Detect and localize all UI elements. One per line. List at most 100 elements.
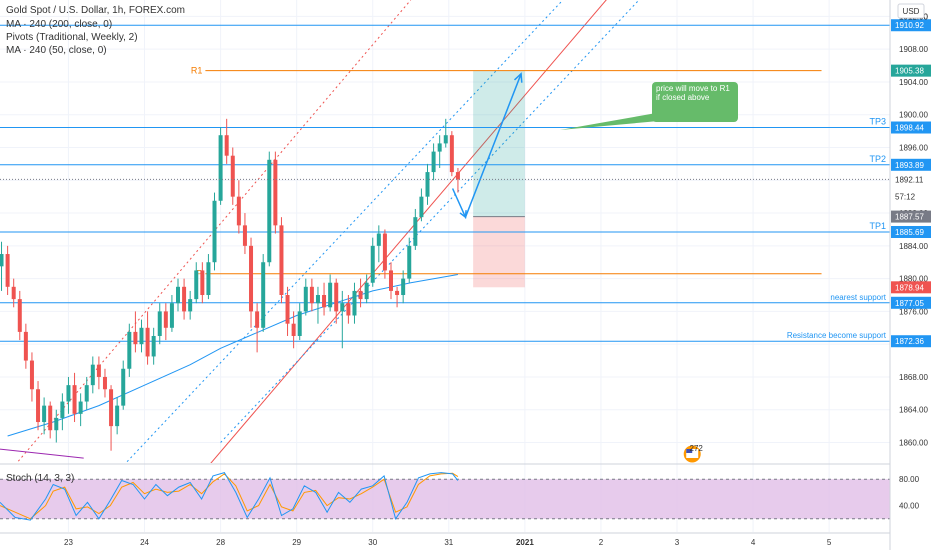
candle xyxy=(437,135,442,168)
candle xyxy=(322,282,327,316)
long-position-tool[interactable] xyxy=(473,70,525,288)
candle-body xyxy=(388,270,393,291)
channel-line xyxy=(125,0,564,463)
horizontal-levels[interactable]: TP3 TP2 TP1 nearest support Resistance becom… xyxy=(0,24,890,342)
candle xyxy=(218,127,223,205)
price-tick-label: 1876.00 xyxy=(899,307,928,316)
candle-body xyxy=(42,405,47,423)
candle xyxy=(200,262,205,304)
candle-body xyxy=(261,262,266,328)
candle-body xyxy=(0,254,4,267)
candle xyxy=(96,356,101,390)
candle-body xyxy=(364,282,369,300)
price-tick-label: 1884.00 xyxy=(899,242,928,251)
candle-body xyxy=(309,286,314,304)
candle-body xyxy=(419,196,424,218)
candle xyxy=(29,352,34,402)
level-price-tag-bg xyxy=(891,19,931,32)
candle xyxy=(133,311,138,353)
candle xyxy=(291,311,296,349)
candle xyxy=(334,278,339,324)
projection-arrow[interactable] xyxy=(451,72,523,220)
candle xyxy=(364,274,369,304)
price-tick-label: 1868.00 xyxy=(899,373,928,382)
price-tick-label: 1908.00 xyxy=(899,45,928,54)
candle xyxy=(401,270,406,304)
stoch-tick-label: 80.00 xyxy=(899,475,920,484)
pivot-label: R1 xyxy=(191,66,203,76)
event-count: 272 xyxy=(690,444,704,453)
candle-body xyxy=(48,405,53,431)
candle xyxy=(388,262,393,300)
last-price-tag: 1892.11 xyxy=(895,175,924,184)
candle xyxy=(285,286,290,336)
candle-body xyxy=(200,270,205,296)
candle xyxy=(230,147,235,205)
candle xyxy=(127,323,132,377)
time-tick-label: 30 xyxy=(368,538,377,547)
channel-line xyxy=(210,0,607,463)
level-price-tag: 1898.44 xyxy=(895,124,924,133)
candle xyxy=(242,213,247,255)
loss-zone xyxy=(473,216,525,288)
legend-ma50[interactable]: MA · 240 (50, close, 0) xyxy=(6,45,107,56)
candle-body xyxy=(29,360,34,390)
candle xyxy=(443,118,448,148)
candle-body xyxy=(449,135,454,173)
candle xyxy=(279,217,284,304)
candle-body xyxy=(407,245,412,279)
legend-ma200[interactable]: MA · 240 (200, close, 0) xyxy=(6,19,112,30)
candle-body xyxy=(157,311,162,336)
candle-body xyxy=(11,286,16,300)
candle-body xyxy=(90,364,95,386)
grid-lines xyxy=(0,0,890,532)
candle xyxy=(66,376,71,414)
candle xyxy=(151,327,156,365)
candle xyxy=(36,381,41,431)
price-tick-label: 1900.00 xyxy=(899,111,928,120)
price-tick-label: 1896.00 xyxy=(899,144,928,153)
ma50-line xyxy=(7,274,458,437)
candle xyxy=(115,397,120,435)
entry-price-tag: 1887.57 xyxy=(895,213,924,222)
pivot-label: P xyxy=(196,269,202,279)
legend-symbol[interactable]: Gold Spot / U.S. Dollar, 1h, FOREX.com xyxy=(6,5,185,16)
legend[interactable]: Gold Spot / U.S. Dollar, 1h, FOREX.com M… xyxy=(6,5,185,484)
candle-body xyxy=(133,331,138,345)
candle xyxy=(273,151,278,234)
candle xyxy=(42,397,47,435)
candle-body xyxy=(169,303,174,328)
candle xyxy=(157,303,162,345)
countdown-tag: 57:12 xyxy=(895,193,916,202)
candle-body xyxy=(66,385,71,402)
legend-stoch[interactable]: Stoch (14, 3, 3) xyxy=(6,473,74,484)
candle xyxy=(139,319,144,353)
candle xyxy=(431,143,436,181)
candle-body xyxy=(60,401,65,418)
candle-body xyxy=(218,135,223,201)
candle xyxy=(78,393,83,427)
candle-body xyxy=(352,290,357,316)
candle-body xyxy=(78,401,83,414)
candle xyxy=(224,118,229,164)
candle xyxy=(5,245,10,296)
candle-body xyxy=(376,233,381,246)
entry-price-tag-bg xyxy=(891,210,931,223)
pivot-lines: R1 P xyxy=(191,66,822,279)
annotation-callout[interactable]: price will move to R1 if closed above xyxy=(560,82,738,130)
channel-line xyxy=(220,0,640,443)
candle-body xyxy=(315,295,320,304)
candle xyxy=(382,229,387,279)
candle-body xyxy=(297,311,302,336)
level-price-tag-bg xyxy=(891,335,931,348)
time-axis[interactable]: 23 24 28 29 30 31 2021 2 3 4 5 xyxy=(64,538,832,547)
candle xyxy=(449,131,454,177)
time-tick-label: 2 xyxy=(599,538,604,547)
legend-pivots[interactable]: Pivots (Traditional, Weekly, 2) xyxy=(6,32,138,43)
last-price-tag-bg xyxy=(891,173,931,186)
candle xyxy=(267,151,272,267)
currency-button[interactable]: USD xyxy=(897,3,925,19)
time-tick-label: 5 xyxy=(827,538,832,547)
event-flags[interactable]: 2723 I1 xyxy=(682,444,932,464)
